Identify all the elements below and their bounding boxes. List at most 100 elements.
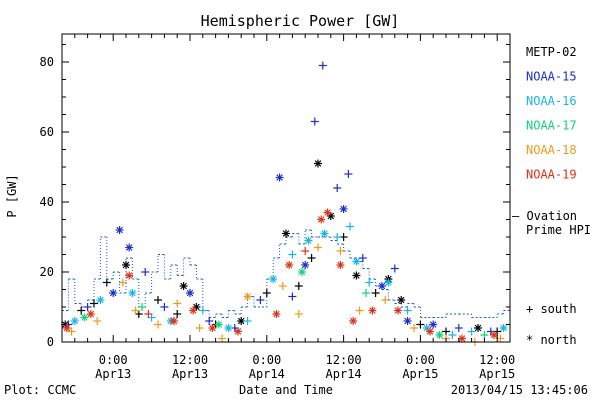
north-star-marker xyxy=(426,327,434,336)
x-tick-time-label: 0:00 xyxy=(99,353,128,367)
south-plus-marker xyxy=(67,327,76,336)
south-plus-marker xyxy=(131,306,140,315)
north-star-marker xyxy=(349,317,358,325)
marker-stroke xyxy=(500,324,507,332)
marker-stroke xyxy=(97,296,104,304)
x-tick-date-label: Apr13 xyxy=(95,367,131,381)
south-plus-marker xyxy=(141,268,150,276)
north-star-marker xyxy=(186,289,194,297)
north-star-marker xyxy=(109,289,118,297)
north-star-marker xyxy=(317,215,326,224)
x-tick-date-label: Apr15 xyxy=(479,367,515,381)
north-star-marker xyxy=(125,271,134,280)
north-star-marker xyxy=(323,208,332,217)
north-star-marker xyxy=(234,327,242,336)
north-star-marker xyxy=(170,317,178,325)
south-plus-marker xyxy=(310,117,319,126)
north-star-marker xyxy=(80,313,89,322)
marker-stroke xyxy=(122,261,130,269)
north-marker-legend: * north xyxy=(526,333,577,347)
south-plus-marker xyxy=(333,233,342,241)
south-plus-marker xyxy=(403,306,412,315)
north-star-marker xyxy=(352,271,361,280)
south-plus-marker xyxy=(314,243,322,252)
south-plus-marker xyxy=(198,306,207,315)
north-star-marker xyxy=(458,334,466,343)
south-plus-marker xyxy=(355,306,364,315)
north-star-marker xyxy=(352,257,361,266)
marker-stroke xyxy=(189,307,197,314)
plot-frame xyxy=(61,33,511,343)
north-star-marker xyxy=(285,261,294,269)
south-plus-marker xyxy=(371,289,380,297)
y-tick-label: 20 xyxy=(40,265,54,279)
south-plus-marker xyxy=(173,299,182,308)
north-star-marker xyxy=(403,317,412,325)
south-plus-marker xyxy=(138,303,146,311)
x-tick-date-label: Apr15 xyxy=(402,367,438,381)
south-plus-marker xyxy=(358,254,367,262)
marker-stroke xyxy=(394,307,402,314)
south-plus-marker xyxy=(243,317,252,325)
marker-stroke xyxy=(282,230,290,237)
south-plus-marker xyxy=(390,264,399,273)
marker-stroke xyxy=(314,160,322,167)
north-star-marker xyxy=(429,320,438,329)
north-star-marker xyxy=(125,243,134,252)
south-plus-marker xyxy=(77,306,86,315)
marker-stroke xyxy=(324,209,331,216)
north-star-marker xyxy=(275,173,284,182)
x-axis: 0:00Apr1312:00Apr130:00Apr1412:00Apr140:… xyxy=(61,34,515,381)
north-star-marker xyxy=(272,310,281,318)
north-star-marker xyxy=(96,296,105,304)
marker-stroke xyxy=(63,324,71,332)
north-star-marker xyxy=(224,324,233,332)
marker-stroke xyxy=(273,310,280,318)
marker-stroke xyxy=(215,321,223,328)
north-star-marker xyxy=(179,282,188,290)
south-plus-marker xyxy=(381,296,390,304)
south-plus-marker xyxy=(294,310,303,318)
north-star-marker xyxy=(86,310,95,318)
marker-stroke xyxy=(317,216,325,223)
south-plus-marker xyxy=(294,282,303,290)
ovation-legend-line2: Prime HPI xyxy=(526,223,591,237)
north-star-marker xyxy=(128,289,137,297)
marker-stroke xyxy=(429,321,437,328)
x-tick-time-label: 0:00 xyxy=(252,353,281,367)
south-plus-marker xyxy=(90,299,98,308)
north-star-marker xyxy=(490,331,498,339)
south-plus-marker xyxy=(262,289,271,297)
x-axis-label: Date and Time xyxy=(239,383,333,397)
marker-stroke xyxy=(426,328,434,335)
series-2-markers xyxy=(70,222,508,339)
north-star-marker xyxy=(368,306,377,315)
marker-stroke xyxy=(285,261,293,269)
marker-stroke xyxy=(276,174,283,181)
legend-entry: NOAA-15 xyxy=(526,70,577,84)
south-plus-marker xyxy=(154,296,162,304)
north-star-marker xyxy=(298,268,306,276)
north-star-marker xyxy=(304,236,313,245)
north-star-marker xyxy=(320,229,329,238)
north-star-marker xyxy=(394,306,402,315)
points-layer xyxy=(61,61,508,346)
marker-stroke xyxy=(81,314,88,321)
x-tick-date-label: Apr13 xyxy=(172,367,208,381)
marker-stroke xyxy=(340,205,347,213)
x-tick-time-label: 12:00 xyxy=(326,353,362,367)
marker-stroke xyxy=(305,237,312,244)
north-star-marker xyxy=(474,324,482,332)
marker-stroke xyxy=(385,279,392,286)
y-axis: 0 20 40 60 80 xyxy=(40,44,510,349)
marker-stroke xyxy=(490,331,498,339)
south-plus-marker xyxy=(454,324,463,332)
series-3-markers xyxy=(80,268,489,339)
marker-stroke xyxy=(474,324,482,332)
marker-stroke xyxy=(321,230,328,237)
south-plus-marker xyxy=(318,61,327,70)
north-star-marker xyxy=(336,261,345,269)
legend-entry: METP-02 xyxy=(526,45,577,59)
series-1-markers xyxy=(64,61,495,336)
